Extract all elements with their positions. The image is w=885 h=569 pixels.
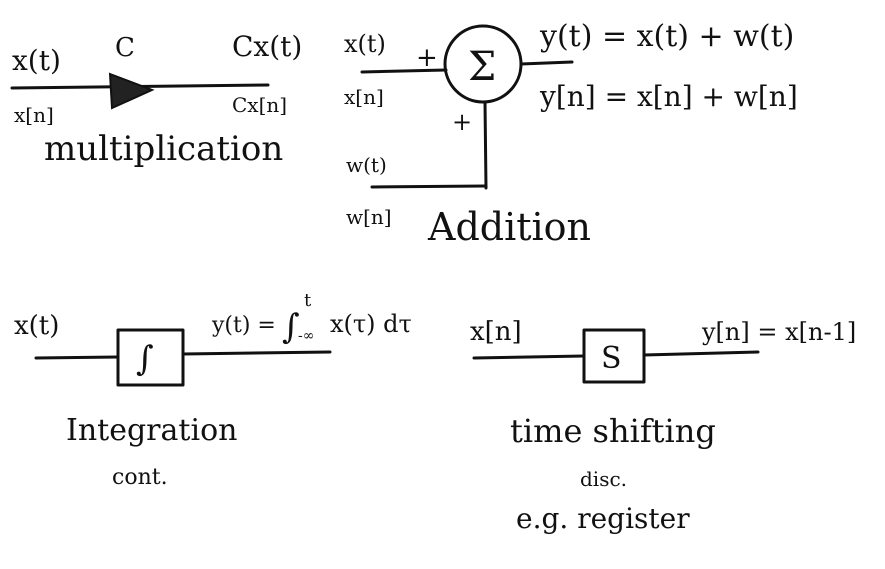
int-note: cont. bbox=[112, 465, 168, 490]
add-input1-line bbox=[360, 68, 448, 74]
sigma-icon: Σ bbox=[468, 44, 496, 90]
add-plus-bottom: + bbox=[452, 108, 472, 136]
shift-note: disc. bbox=[580, 467, 627, 491]
int-eq-upper-limit: t bbox=[304, 290, 312, 311]
add-input2-horizontal-line bbox=[370, 184, 488, 189]
multiplication-block: x(t) x[n] C Cx(t) Cx[n] multiplication bbox=[10, 30, 302, 169]
add-input1-ct-label: x(t) bbox=[344, 30, 386, 58]
add-plus-top: + bbox=[416, 43, 438, 73]
int-input-label: x(t) bbox=[14, 311, 59, 341]
int-eq-lhs: y(t) = bbox=[211, 313, 276, 338]
add-input1-dt-label: x[n] bbox=[344, 85, 384, 109]
mult-input-ct-label: x(t) bbox=[12, 44, 61, 77]
mult-output-ct-label: Cx(t) bbox=[232, 30, 302, 63]
int-output-line bbox=[181, 350, 332, 356]
int-eq-integral: ∫ bbox=[282, 307, 300, 347]
gain-triangle-icon bbox=[108, 72, 155, 110]
mult-gain-label: C bbox=[115, 33, 135, 63]
integration-block: x(t) ∫ y(t) = ∫ t -∞ x(τ) dτ Integration… bbox=[14, 290, 412, 490]
int-eq-rhs: x(τ) dτ bbox=[330, 310, 412, 338]
int-caption: Integration bbox=[66, 413, 237, 448]
time-shift-block: x[n] S y[n] = x[n-1] time shifting disc.… bbox=[470, 317, 856, 535]
add-output-line bbox=[519, 60, 574, 66]
add-input2-ct-label: w(t) bbox=[346, 153, 387, 177]
add-input2-dt-label: w[n] bbox=[346, 205, 392, 229]
shift-example: e.g. register bbox=[516, 502, 690, 535]
add-caption: Addition bbox=[427, 205, 591, 249]
shift-symbol: S bbox=[601, 341, 622, 376]
shift-input-line bbox=[472, 354, 586, 360]
add-equation-dt: y[n] = x[n] + w[n] bbox=[539, 80, 798, 113]
shift-equation: y[n] = x[n-1] bbox=[701, 318, 856, 346]
shift-output-line bbox=[642, 350, 760, 357]
int-input-line bbox=[34, 355, 120, 360]
mult-caption: multiplication bbox=[44, 129, 283, 169]
addition-block: x(t) x[n] + Σ + w(t) w[n] y(t) = x(t) + … bbox=[344, 19, 798, 249]
mult-input-dt-label: x[n] bbox=[14, 103, 54, 127]
int-eq-lower-limit: -∞ bbox=[298, 328, 314, 344]
shift-caption: time shifting bbox=[510, 412, 716, 450]
integrator-box bbox=[116, 328, 185, 387]
add-equation-ct: y(t) = x(t) + w(t) bbox=[539, 19, 794, 54]
integral-icon: ∫ bbox=[136, 339, 154, 379]
mult-output-dt-label: Cx[n] bbox=[232, 93, 287, 117]
add-input2-vertical-line bbox=[483, 100, 488, 190]
shift-input-label: x[n] bbox=[470, 317, 522, 347]
